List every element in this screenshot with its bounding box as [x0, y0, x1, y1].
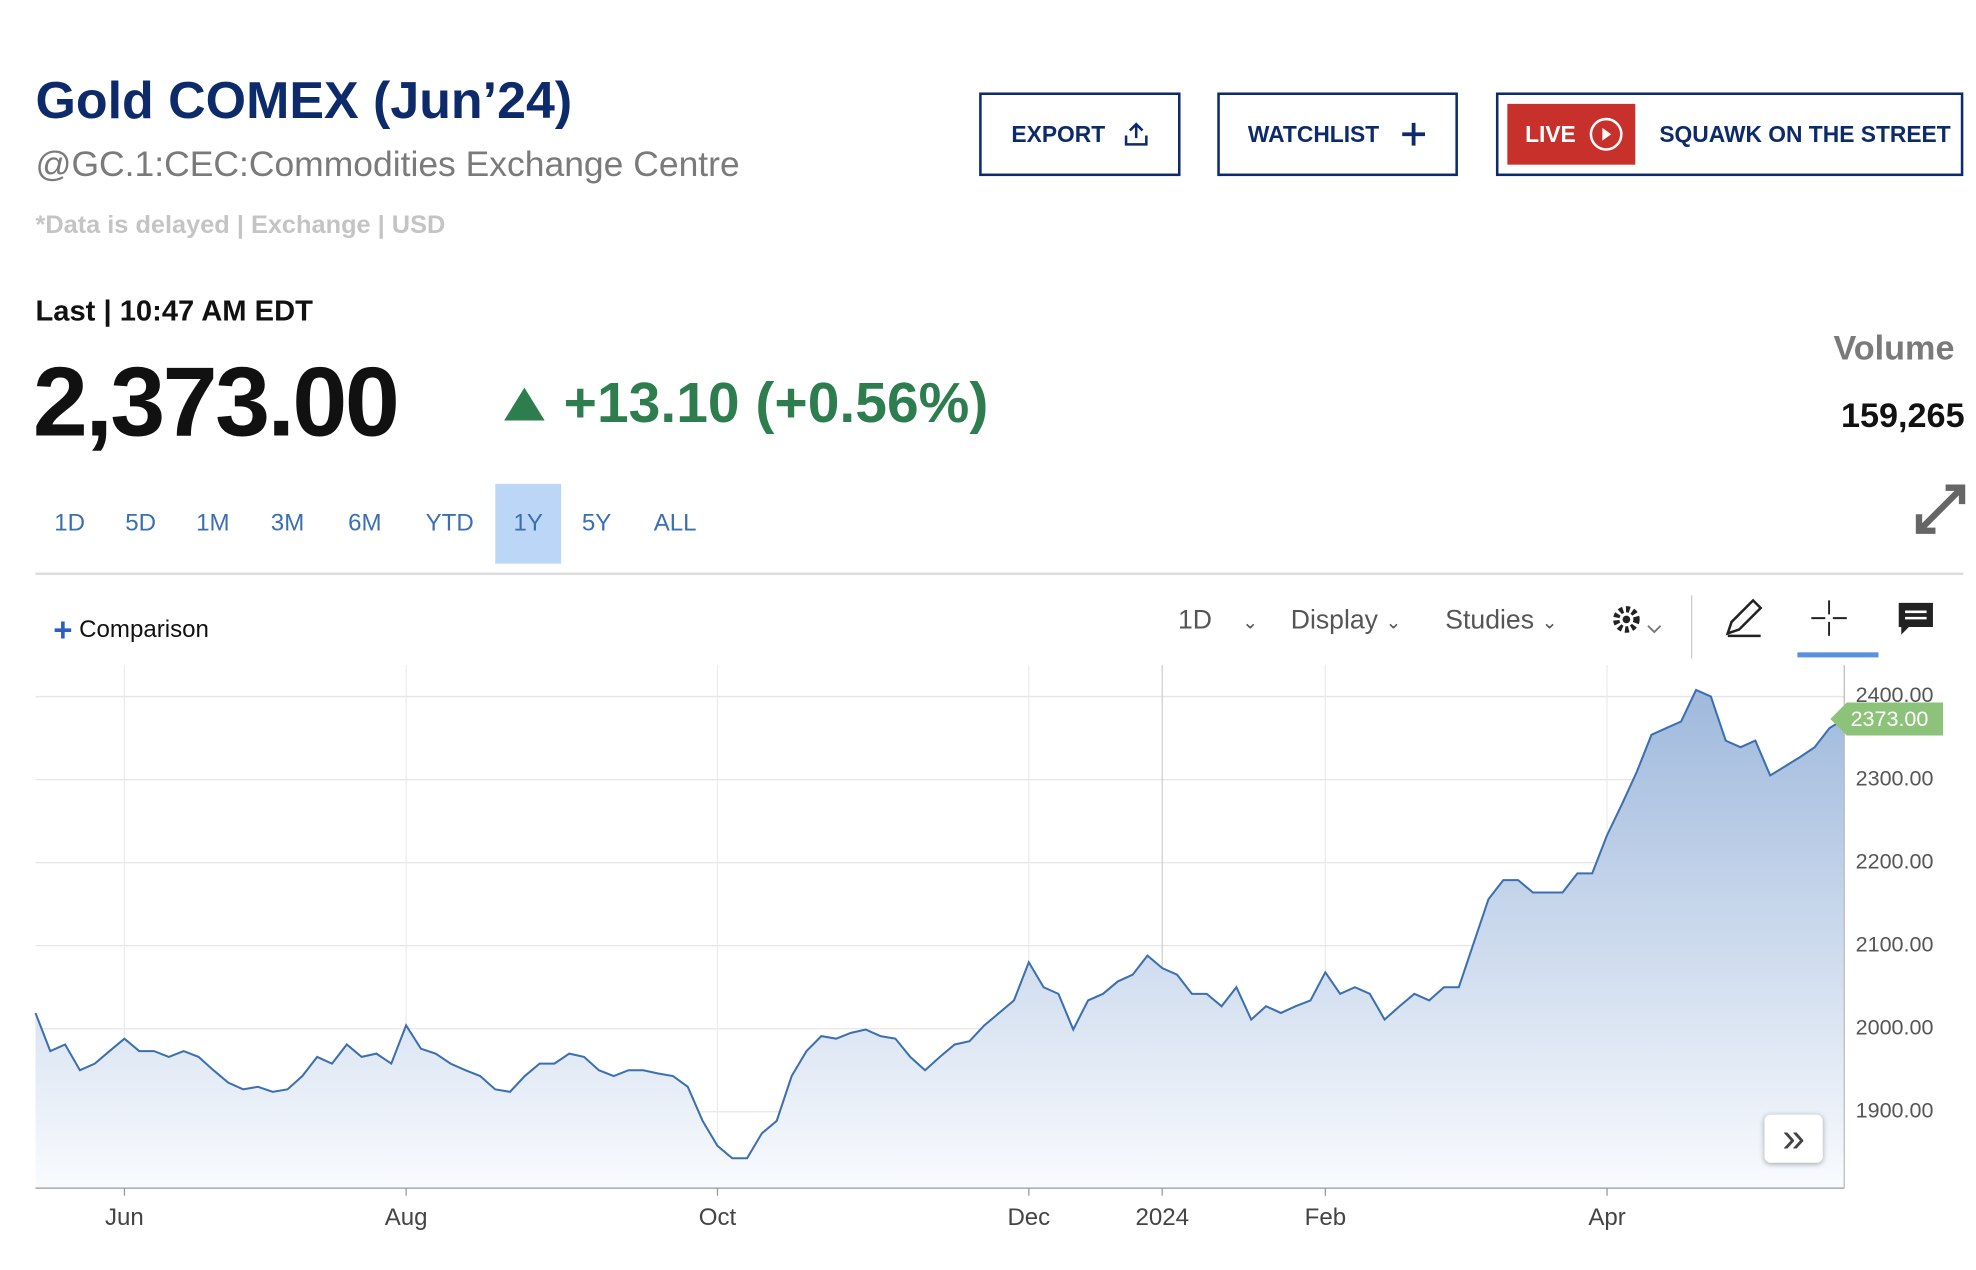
- up-arrow: [504, 387, 545, 421]
- x-tick-label: Oct: [699, 1204, 737, 1231]
- live-label: LIVE: [1525, 120, 1576, 147]
- live-badge: LIVE: [1507, 103, 1636, 165]
- draw-icon[interactable]: [1723, 595, 1766, 638]
- y-tick-label: 2100.00: [1856, 932, 1934, 956]
- play-icon: [1589, 117, 1623, 151]
- range-tab[interactable]: 1M: [196, 510, 230, 538]
- note: *Data is delayed | Exchange | USD: [35, 211, 446, 240]
- interval-menu[interactable]: 1D ⌄: [1178, 605, 1258, 635]
- settings-icon[interactable]: [1609, 600, 1672, 643]
- last-price-label: 2373.00: [1851, 707, 1929, 731]
- caret: ⌄: [1242, 611, 1259, 634]
- expand-icon[interactable]: [1913, 481, 1969, 537]
- price-line: [34, 688, 1845, 1160]
- active-underline: [1797, 652, 1879, 658]
- y-tick-label: 2200.00: [1856, 849, 1934, 873]
- plus-icon: [1401, 122, 1425, 146]
- export-label: EXPORT: [1011, 120, 1106, 147]
- x-tick-label: Jun: [105, 1204, 144, 1231]
- last-price-tag: [1830, 702, 1944, 736]
- export-icon: [1124, 122, 1147, 146]
- y-tick-label: 2000.00: [1856, 1015, 1934, 1039]
- squawk-label: SQUAWK ON THE STREET: [1659, 120, 1951, 147]
- range-tab[interactable]: YTD: [425, 510, 474, 538]
- studies-label: Studies: [1445, 605, 1534, 635]
- comment-icon[interactable]: [1897, 600, 1935, 638]
- display-label: Display: [1290, 605, 1378, 635]
- x-tick-label: Aug: [385, 1204, 428, 1231]
- squawk-button[interactable]: LIVE SQUAWK ON THE STREET: [1495, 92, 1964, 177]
- range-tab[interactable]: ALL: [653, 510, 697, 538]
- caret: ⌄: [1541, 611, 1558, 634]
- watchlist-button[interactable]: WATCHLIST: [1217, 92, 1458, 177]
- last-label: Last | 10:47 AM EDT: [35, 293, 313, 327]
- caret: ⌄: [1385, 611, 1402, 634]
- title: Gold COMEX (Jun’24): [35, 70, 573, 130]
- x-tick-label: 2024: [1136, 1204, 1190, 1231]
- change: +13.10 (+0.56%): [563, 369, 989, 435]
- range-tab[interactable]: 1Y: [495, 483, 562, 564]
- studies-menu[interactable]: Studies ⌄: [1445, 605, 1557, 635]
- range-tab[interactable]: 5D: [125, 510, 156, 538]
- x-tick-label: Feb: [1305, 1204, 1346, 1231]
- range-tab[interactable]: 3M: [270, 510, 305, 538]
- range-tab[interactable]: 6M: [348, 510, 382, 538]
- y-tick-label: 1900.00: [1856, 1098, 1934, 1122]
- separator: [35, 572, 1964, 576]
- watchlist-label: WATCHLIST: [1247, 120, 1380, 147]
- comparison-button[interactable]: + Comparison: [53, 611, 209, 650]
- display-menu[interactable]: Display ⌄: [1291, 605, 1402, 635]
- divider: [1691, 595, 1693, 659]
- volume: 159,265: [1840, 396, 1965, 435]
- interval-label: 1D: [1178, 605, 1213, 635]
- price: 2,373.00: [32, 345, 400, 458]
- range-tab[interactable]: 1D: [54, 510, 86, 538]
- scroll-button[interactable]: »: [1764, 1114, 1823, 1163]
- crosshair-icon[interactable]: [1809, 598, 1850, 639]
- comparison-label: Comparison: [79, 616, 209, 644]
- volume-label: Volume: [1833, 329, 1955, 368]
- x-tick-label: Apr: [1588, 1204, 1625, 1231]
- area: [35, 689, 1845, 1189]
- range-tab[interactable]: 5Y: [581, 510, 612, 538]
- export-button[interactable]: EXPORT: [979, 92, 1181, 177]
- subtitle: @GC.1:CEC:Commodities Exchange Centre: [35, 144, 740, 184]
- y-tick-label: 2300.00: [1856, 766, 1934, 790]
- plus: +: [53, 610, 73, 649]
- x-tick-label: Dec: [1007, 1204, 1050, 1231]
